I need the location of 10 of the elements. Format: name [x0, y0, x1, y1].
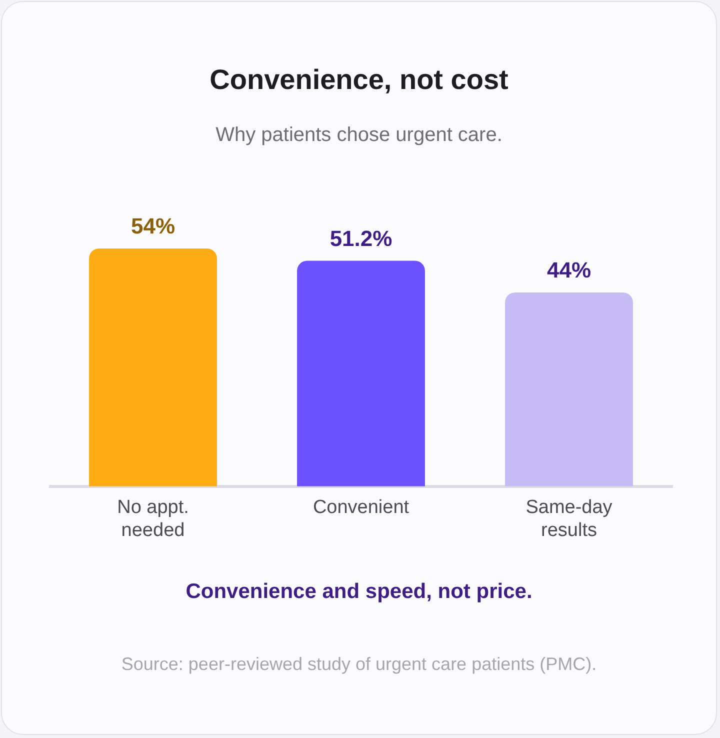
data-label: 44% — [546, 258, 592, 283]
chart-subtitle: Why patients chose urgent care. — [214, 124, 504, 147]
chart-title: Convenience, not cost — [208, 64, 510, 96]
x-tick-label: Same-day results — [526, 497, 613, 541]
source-note: Source: peer-reviewed study of urgent care patients (PMC). — [120, 654, 598, 675]
x-tick-label: No appt. needed — [117, 497, 189, 541]
data-label: 54% — [130, 214, 176, 239]
text: Convenience and speed, not price. — [184, 580, 534, 604]
data-label: 51.2% — [330, 226, 392, 251]
x-tick-label: Convenient — [312, 497, 410, 518]
